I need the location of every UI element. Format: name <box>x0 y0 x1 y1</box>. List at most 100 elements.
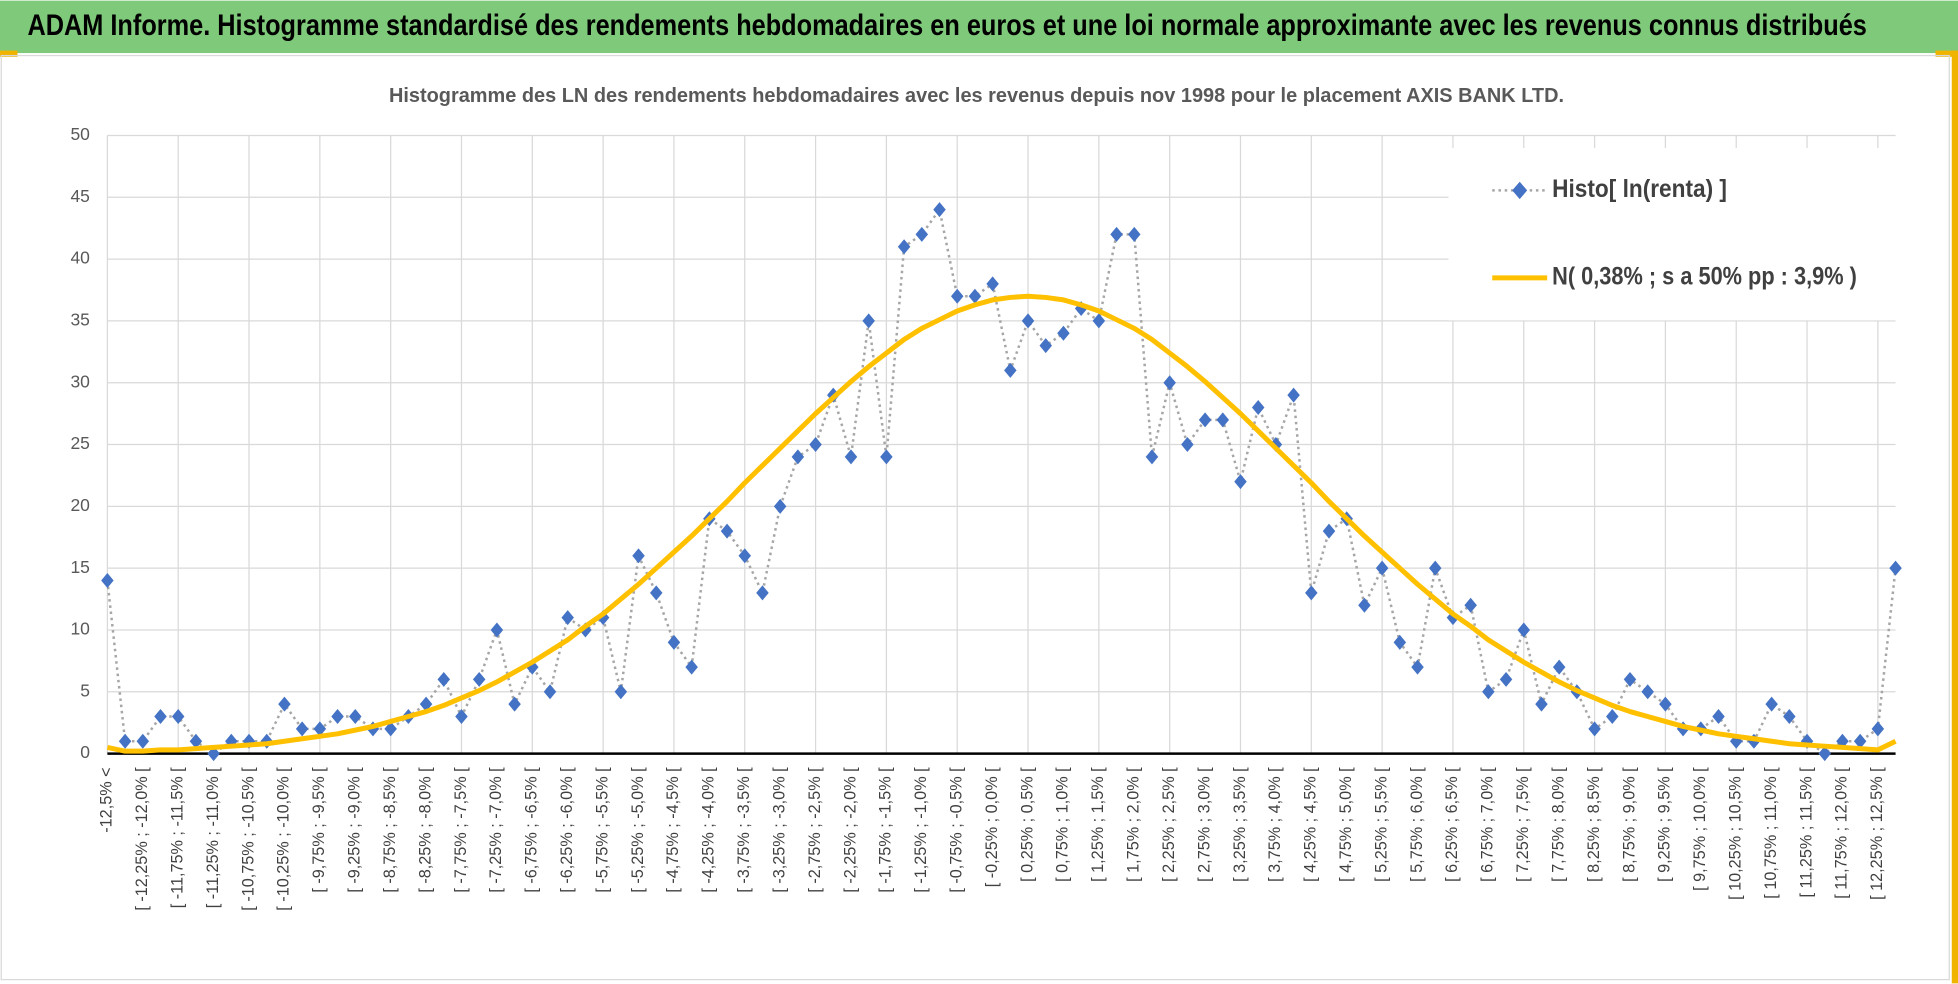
x-tick-label: [ -9,25% ; -9,0% [ <box>346 767 364 893</box>
legend: Histo[ ln(renta) ] N( 0,38% ; s a 50% pp … <box>1448 147 1899 321</box>
x-tick-label: [ 1,75% ; 2,0% [ <box>1125 767 1143 882</box>
x-tick-label: [ 8,75% ; 9,0% [ <box>1620 767 1638 882</box>
x-tick-label: [ 0,75% ; 1,0% [ <box>1054 767 1072 882</box>
x-tick-label: [ -5,75% ; -5,5% [ <box>593 767 611 893</box>
x-tick-label: [ 5,25% ; 5,5% [ <box>1372 767 1390 882</box>
x-tick-label: [ -3,25% ; -3,0% [ <box>770 767 788 893</box>
marker <box>455 709 468 725</box>
x-tick-label: [ -3,75% ; -3,5% [ <box>735 767 753 893</box>
marker <box>1234 474 1247 490</box>
x-tick-label: [ -11,75% ; -11,5% [ <box>168 767 186 908</box>
marker <box>880 449 893 465</box>
y-tick-label: 15 <box>70 557 89 577</box>
header-title: ADAM Informe. Histogramme standardisé de… <box>27 9 1866 42</box>
marker <box>809 437 822 453</box>
x-tick-label: [ 10,25% ; 10,5% [ <box>1727 767 1745 900</box>
marker <box>437 671 451 687</box>
y-tick-label: 50 <box>70 124 90 144</box>
marker <box>950 288 964 304</box>
chart-title: Histogramme des LN des rendements hebdom… <box>389 85 1564 107</box>
marker <box>1393 634 1407 650</box>
marker <box>667 634 681 650</box>
x-tick-label: [ -1,25% ; -1,0% [ <box>912 767 930 893</box>
x-tick-label: [ 6,75% ; 7,0% [ <box>1479 767 1497 882</box>
marker <box>915 226 929 242</box>
x-tick-label: [ 4,75% ; 5,0% [ <box>1337 767 1355 882</box>
series-line <box>106 208 1897 755</box>
x-tick-label: [ 12,25% ; 12,5% [ <box>1868 767 1886 900</box>
x-tick-label: [ -11,25% ; -11,0% [ <box>204 767 222 908</box>
marker <box>1641 684 1654 700</box>
y-tick-label: 10 <box>70 619 90 639</box>
marker <box>1482 684 1495 700</box>
x-tick-label: [ 3,25% ; 3,5% [ <box>1231 767 1249 882</box>
marker <box>1181 437 1194 453</box>
x-tick-label: [ -10,25% ; -10,0% [ <box>275 767 293 911</box>
x-tick-label: [ 8,25% ; 8,5% [ <box>1585 767 1603 882</box>
border <box>1951 50 1958 984</box>
marker <box>1216 412 1230 428</box>
legend-box <box>1448 147 1899 321</box>
x-tick-label: [ 3,75% ; 4,0% [ <box>1266 767 1284 882</box>
marker <box>171 709 185 725</box>
x-tick-label: [ -2,75% ; -2,5% [ <box>806 767 824 893</box>
marker <box>118 733 132 749</box>
y-tick-label: 20 <box>70 495 90 515</box>
x-tick-label: [ 10,75% ; 11,0% [ <box>1762 767 1780 899</box>
x-tick-label: [ 11,25% ; 11,5% [ <box>1797 767 1815 898</box>
marker <box>1783 709 1796 725</box>
marker <box>1623 671 1637 687</box>
chart-frame <box>0 54 1950 981</box>
marker <box>862 313 875 329</box>
marker <box>1287 387 1300 403</box>
marker <box>189 733 203 749</box>
x-tick-label: [ -0,25% ; 0,0% [ <box>983 767 1001 887</box>
x-tick-label: [ 6,25% ; 6,5% [ <box>1443 767 1461 882</box>
x-tick-label: [ -0,75% ; -0,5% [ <box>947 767 965 893</box>
marker <box>1712 709 1725 725</box>
y-tick-label: 0 <box>80 742 90 762</box>
x-tick-label: [ -4,25% ; -4,0% [ <box>700 767 718 893</box>
marker <box>1198 412 1212 428</box>
x-tick-label: [ -9,75% ; -9,5% [ <box>310 767 328 893</box>
header-bar <box>0 0 1958 54</box>
marker <box>614 684 628 700</box>
x-tick-label: [ -6,25% ; -6,0% [ <box>558 767 576 893</box>
x-tick-label: [ 2,25% ; 2,5% [ <box>1160 767 1178 882</box>
x-tick-label: [ 1,25% ; 1,5% [ <box>1089 767 1107 882</box>
series-line <box>106 293 1897 754</box>
x-tick-label: [ -4,75% ; -4,5% [ <box>664 767 682 893</box>
marker <box>1057 325 1070 341</box>
marker <box>685 659 698 675</box>
marker <box>968 288 982 304</box>
marker <box>154 709 167 725</box>
x-tick-label: [ -12,25% ; -12,0% [ <box>133 767 151 911</box>
x-tick-label: [ -8,25% ; -8,0% [ <box>416 767 434 893</box>
x-tick-label: [ -7,75% ; -7,5% [ <box>452 767 470 893</box>
marker <box>986 276 999 292</box>
y-tick-label: 25 <box>70 433 89 453</box>
y-tick-label: 5 <box>80 680 90 700</box>
corner <box>1935 50 1958 57</box>
x-tick-label: [ 4,25% ; 4,5% [ <box>1302 767 1320 882</box>
legend-label: N( 0,38% ; s a 50% pp : 3,9% ) <box>1552 262 1857 290</box>
x-tick-label: [ -10,75% ; -10,5% [ <box>239 767 257 911</box>
x-tick-label: [ 9,25% ; 9,5% [ <box>1656 767 1674 882</box>
x-tick-label: [ -5,25% ; -5,0% [ <box>629 767 647 893</box>
x-tick-label: [ -6,75% ; -6,5% [ <box>523 767 541 893</box>
x-tick-label: [ 11,75% ; 12,0% [ <box>1833 767 1851 899</box>
marker <box>1606 709 1619 725</box>
x-tick-label: [ -7,25% ; -7,0% [ <box>487 767 505 893</box>
marker <box>1145 449 1159 465</box>
marker <box>1163 375 1176 391</box>
x-tick-label: [ -8,75% ; -8,5% [ <box>381 767 399 893</box>
y-tick-label: 40 <box>70 248 90 268</box>
marker <box>136 733 150 749</box>
grid: 0 5 10 15 20 25 30 35 40 45 50 -12,5% < [ -12,25% ; … <box>70 124 1896 911</box>
marker <box>1092 313 1106 329</box>
y-tick-label: 35 <box>70 310 89 330</box>
y-tick-label: 45 <box>70 186 89 206</box>
marker <box>1411 659 1424 675</box>
x-tick-label: [ 0,25% ; 0,5% [ <box>1018 767 1036 882</box>
marker <box>1818 746 1831 762</box>
